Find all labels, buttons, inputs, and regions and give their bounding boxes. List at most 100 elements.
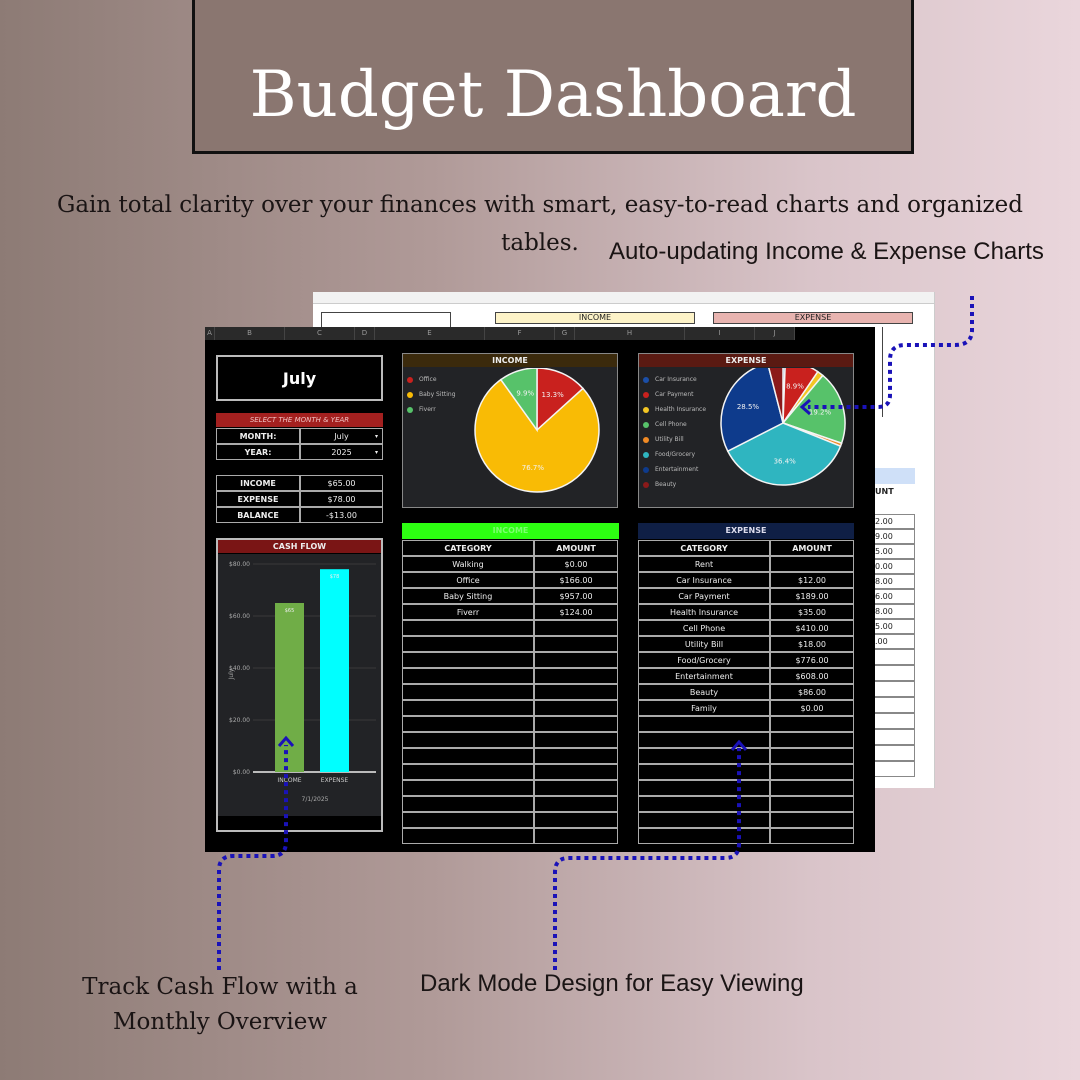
amount-cell[interactable] xyxy=(770,764,854,780)
category-cell[interactable] xyxy=(402,716,534,732)
table-row xyxy=(402,812,618,828)
category-cell[interactable] xyxy=(402,652,534,668)
amount-cell[interactable] xyxy=(770,780,854,796)
category-cell[interactable] xyxy=(638,716,770,732)
category-cell[interactable] xyxy=(638,780,770,796)
category-cell[interactable]: Fiverr xyxy=(402,604,534,620)
selector-header: SELECT THE MONTH & YEAR xyxy=(216,413,383,427)
amount-cell[interactable]: $608.00 xyxy=(770,668,854,684)
column-header-I[interactable]: I xyxy=(685,327,755,340)
category-cell[interactable] xyxy=(402,684,534,700)
table-header-row: CATEGORY AMOUNT xyxy=(402,540,618,556)
income-legend: Office Baby Sitting Fiverr xyxy=(407,372,456,417)
category-cell[interactable] xyxy=(402,780,534,796)
amount-cell[interactable] xyxy=(770,796,854,812)
legend-label: Health Insurance xyxy=(655,406,707,413)
amount-cell[interactable] xyxy=(534,812,618,828)
amount-cell[interactable]: $124.00 xyxy=(534,604,618,620)
category-cell[interactable] xyxy=(402,620,534,636)
column-header-A[interactable]: A xyxy=(205,327,215,340)
amount-cell[interactable] xyxy=(534,732,618,748)
amount-cell[interactable] xyxy=(770,828,854,844)
column-header-J[interactable]: J xyxy=(755,327,795,340)
column-header-D[interactable]: D xyxy=(355,327,375,340)
legend-swatch-icon xyxy=(407,406,413,413)
category-cell[interactable]: Car Payment xyxy=(638,588,770,604)
legend-label: Cell Phone xyxy=(655,421,687,428)
amount-cell[interactable] xyxy=(770,812,854,828)
amount-cell[interactable]: $0.00 xyxy=(770,700,854,716)
amount-cell[interactable] xyxy=(770,748,854,764)
y-tick-label: $0.00 xyxy=(233,769,250,776)
amount-cell[interactable] xyxy=(534,652,618,668)
category-cell[interactable] xyxy=(402,796,534,812)
amount-cell[interactable]: $35.00 xyxy=(770,604,854,620)
category-cell[interactable] xyxy=(402,748,534,764)
amount-cell[interactable] xyxy=(534,828,618,844)
bar-data-label: $65 xyxy=(285,608,295,614)
category-cell[interactable] xyxy=(402,732,534,748)
table-row: Beauty $86.00 xyxy=(638,684,854,700)
column-header-E[interactable]: E xyxy=(375,327,485,340)
amount-cell[interactable]: $86.00 xyxy=(770,684,854,700)
category-cell[interactable]: Beauty xyxy=(638,684,770,700)
amount-cell[interactable] xyxy=(534,748,618,764)
amount-cell[interactable]: $957.00 xyxy=(534,588,618,604)
legend-swatch-icon xyxy=(643,436,649,443)
category-cell[interactable]: Cell Phone xyxy=(638,620,770,636)
column-header-F[interactable]: F xyxy=(485,327,555,340)
month-select[interactable]: July ▾ xyxy=(300,428,383,444)
amount-cell[interactable] xyxy=(534,764,618,780)
column-header-G[interactable]: G xyxy=(555,327,575,340)
category-cell[interactable]: Walking xyxy=(402,556,534,572)
category-cell[interactable] xyxy=(402,668,534,684)
column-header-B[interactable]: B xyxy=(215,327,285,340)
category-cell[interactable] xyxy=(638,828,770,844)
category-cell[interactable]: Baby Sitting xyxy=(402,588,534,604)
amount-cell[interactable]: $410.00 xyxy=(770,620,854,636)
arrow-charts xyxy=(808,296,974,409)
column-header: AMOUNT xyxy=(534,540,618,556)
category-cell[interactable]: Rent xyxy=(638,556,770,572)
amount-cell[interactable]: $0.00 xyxy=(534,556,618,572)
table-row xyxy=(402,828,618,844)
category-cell[interactable] xyxy=(638,796,770,812)
amount-cell[interactable] xyxy=(534,684,618,700)
amount-cell[interactable] xyxy=(534,700,618,716)
amount-cell[interactable] xyxy=(534,716,618,732)
category-cell[interactable] xyxy=(402,812,534,828)
category-cell[interactable]: Entertainment xyxy=(638,668,770,684)
amount-cell[interactable] xyxy=(534,668,618,684)
amount-cell[interactable] xyxy=(534,636,618,652)
category-cell[interactable]: Family xyxy=(638,700,770,716)
subtitle: Gain total clarity over your finances wi… xyxy=(56,192,1024,256)
category-cell[interactable] xyxy=(402,828,534,844)
category-cell[interactable] xyxy=(402,700,534,716)
category-cell[interactable]: Health Insurance xyxy=(638,604,770,620)
amount-cell[interactable] xyxy=(534,780,618,796)
category-cell[interactable]: Car Insurance xyxy=(638,572,770,588)
amount-cell[interactable] xyxy=(770,716,854,732)
amount-cell[interactable]: $12.00 xyxy=(770,572,854,588)
amount-cell[interactable] xyxy=(534,796,618,812)
category-cell[interactable] xyxy=(638,812,770,828)
amount-cell[interactable] xyxy=(770,556,854,572)
category-cell[interactable] xyxy=(638,748,770,764)
category-cell[interactable]: Food/Grocery xyxy=(638,652,770,668)
amount-cell[interactable] xyxy=(770,732,854,748)
amount-cell[interactable]: $166.00 xyxy=(534,572,618,588)
category-cell[interactable] xyxy=(402,764,534,780)
year-select[interactable]: 2025 ▾ xyxy=(300,444,383,460)
category-cell[interactable]: Office xyxy=(402,572,534,588)
amount-cell[interactable] xyxy=(534,620,618,636)
table-row: Health Insurance $35.00 xyxy=(638,604,854,620)
column-header-H[interactable]: H xyxy=(575,327,685,340)
column-header-C[interactable]: C xyxy=(285,327,355,340)
category-cell[interactable] xyxy=(638,732,770,748)
category-cell[interactable]: Utility Bill xyxy=(638,636,770,652)
amount-cell[interactable]: $18.00 xyxy=(770,636,854,652)
amount-cell[interactable]: $189.00 xyxy=(770,588,854,604)
amount-cell[interactable]: $776.00 xyxy=(770,652,854,668)
category-cell[interactable] xyxy=(638,764,770,780)
category-cell[interactable] xyxy=(402,636,534,652)
